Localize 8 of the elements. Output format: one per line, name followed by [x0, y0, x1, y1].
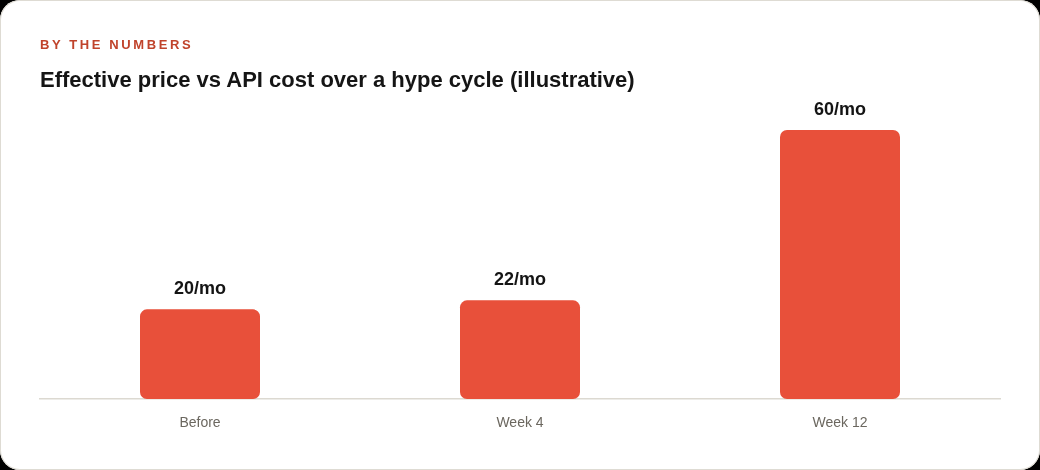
x-tick-label: Week 12: [812, 414, 868, 431]
chart-title: Effective price vs API cost over a hype cycle (illustrative): [40, 66, 635, 94]
data-label: 22/mo: [493, 269, 547, 290]
data-label: 20/mo: [173, 278, 227, 299]
x-tick-label: Week 4: [496, 414, 544, 431]
data-label: 60/mo: [813, 98, 867, 119]
x-tick-label: Before: [179, 414, 221, 431]
chart-subtitle: BY THE NUMBERS: [40, 37, 194, 53]
